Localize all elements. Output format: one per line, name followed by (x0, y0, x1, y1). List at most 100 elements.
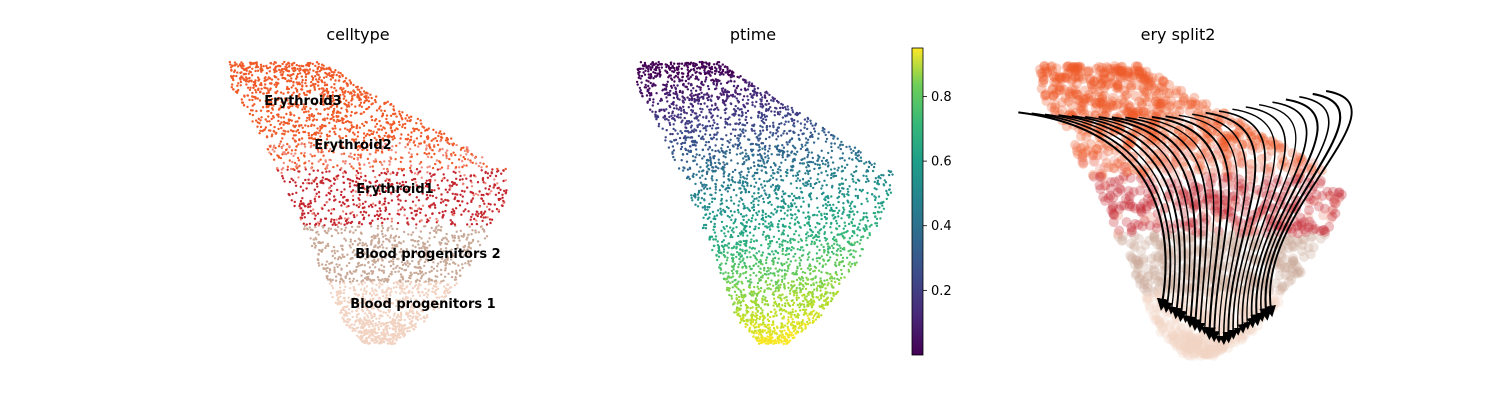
scatter-point (751, 101, 754, 104)
scatter-point (326, 231, 329, 235)
scatter-point (475, 222, 479, 226)
scatter-point (334, 127, 337, 130)
scatter-point (404, 292, 407, 295)
scatter-point (847, 222, 851, 226)
scatter-point (699, 88, 702, 92)
scatter-point (341, 90, 344, 94)
scatter-point (848, 237, 852, 240)
scatter-point (313, 217, 317, 220)
scatter-point (269, 145, 272, 148)
scatter-point (392, 187, 395, 190)
scatter-point (324, 246, 327, 250)
scatter-point (389, 114, 393, 118)
scatter-point (368, 266, 372, 269)
scatter-point (429, 178, 432, 182)
scatter-point (413, 265, 416, 269)
scatter-point (418, 247, 421, 250)
scatter-point (313, 124, 316, 127)
scatter-point (399, 114, 403, 118)
scatter-point (366, 193, 369, 197)
scatter-point (707, 148, 710, 151)
scatter-point (281, 177, 285, 180)
scatter-point (236, 84, 239, 88)
scatter-point (414, 315, 417, 318)
scatter-point (275, 131, 278, 135)
scatter-point (367, 254, 370, 257)
scatter-point (383, 218, 386, 221)
scatter-point (373, 279, 376, 282)
scatter-point (793, 223, 796, 226)
scatter-point (806, 231, 809, 234)
scatter-point (340, 142, 343, 145)
scatter-point (402, 174, 406, 177)
scatter-point (304, 178, 307, 182)
scatter-point (414, 204, 417, 207)
scatter-point (328, 121, 331, 125)
scatter-point (321, 225, 324, 228)
scatter-point (339, 222, 343, 225)
scatter-point (434, 275, 437, 278)
scatter-point (714, 188, 717, 191)
scatter-point (284, 148, 288, 152)
scatter-point (282, 92, 285, 95)
scatter-point (777, 274, 780, 277)
scatter-point (447, 283, 450, 286)
scatter-point (439, 167, 442, 171)
scatter-point (482, 162, 485, 165)
scatter-point (351, 194, 355, 198)
scatter-point (731, 170, 735, 174)
scatter-point (361, 322, 364, 326)
scatter-point (819, 297, 823, 300)
scatter-point (335, 111, 338, 115)
scatter-point (406, 217, 409, 220)
scatter-point (362, 217, 365, 221)
scatter-point (266, 120, 269, 123)
scatter-point (288, 145, 291, 148)
scatter-point (384, 296, 387, 299)
scatter-point (399, 313, 403, 316)
scatter-point (374, 303, 377, 306)
scatter-point (260, 116, 263, 119)
scatter-point (854, 194, 857, 198)
scatter-point (400, 247, 403, 251)
scatter-point (477, 240, 480, 243)
scatter-point (363, 316, 366, 319)
scatter-point (779, 110, 782, 114)
scatter-point (371, 270, 375, 273)
scatter-point (851, 218, 855, 221)
scatter-point (330, 284, 334, 288)
scatter-point (359, 329, 362, 333)
scatter-point (287, 87, 291, 91)
scatter-point (316, 127, 319, 130)
scatter-point (407, 233, 410, 236)
scatter-point (466, 186, 469, 189)
scatter-point (260, 87, 263, 91)
scatter-point (240, 75, 243, 78)
scatter-point (375, 95, 378, 98)
scatter-point (351, 180, 355, 183)
scatter-point (442, 299, 445, 302)
scatter-point (484, 171, 487, 174)
scatter-point (486, 172, 490, 175)
scatter-point (485, 223, 489, 226)
scatter-point (323, 117, 326, 120)
scatter-point (278, 142, 281, 146)
scatter-point (270, 135, 273, 138)
scatter-point (384, 311, 388, 314)
scatter-point (753, 164, 756, 168)
scatter-point (448, 291, 451, 294)
scatter-point (311, 78, 314, 82)
scatter-point (307, 64, 311, 68)
scatter-point (301, 126, 304, 129)
scatter-point (238, 63, 242, 66)
scatter-point (338, 255, 341, 259)
scatter-point (346, 83, 349, 87)
scatter-point (797, 234, 801, 237)
scatter-point (252, 86, 255, 90)
scatter-point (790, 217, 793, 220)
scatter-point (326, 242, 330, 246)
scatter-point (245, 83, 248, 86)
scatter-point (375, 341, 378, 344)
scatter-point (470, 233, 473, 236)
scatter-point (394, 270, 397, 274)
